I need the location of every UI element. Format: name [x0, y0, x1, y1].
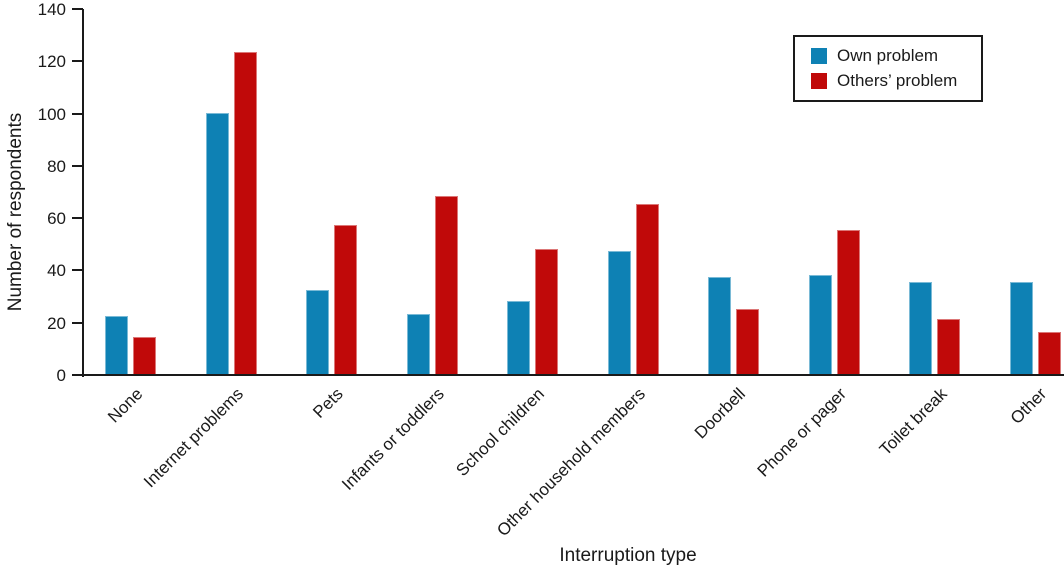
x-axis-line: [82, 374, 1064, 376]
bar-others: [736, 309, 759, 374]
legend-swatch-own-problem-icon: [811, 48, 827, 64]
bar-others: [234, 52, 257, 374]
y-axis-line: [82, 9, 84, 377]
x-category-label: Infants or toddlers: [338, 384, 448, 494]
bar-others: [334, 225, 357, 374]
y-tick-label: 100: [37, 104, 66, 124]
x-category-label: Internet problems: [139, 384, 247, 492]
x-category-label: Toilet break: [875, 384, 951, 460]
y-tick-label: 60: [47, 209, 66, 229]
y-tick-mark: [72, 112, 83, 115]
legend-item-others-problem: Others’ problem: [811, 72, 981, 90]
bar-others: [636, 204, 659, 374]
y-tick-label: 0: [56, 366, 66, 385]
y-tick-mark: [72, 374, 83, 376]
bar-own: [809, 275, 832, 374]
y-tick-label: 140: [37, 0, 66, 19]
bar-others: [535, 249, 558, 374]
bar-others: [435, 196, 458, 374]
legend-label-others-problem: Others’ problem: [837, 71, 958, 90]
bar-others: [1038, 332, 1061, 374]
bar-own: [1010, 282, 1033, 374]
bar-others: [937, 319, 960, 374]
y-tick-mark: [72, 269, 83, 272]
y-tick-mark: [72, 8, 83, 10]
x-category-label: School children: [452, 384, 549, 480]
bar-own: [909, 282, 932, 374]
legend: Own problem Others’ problem: [793, 35, 983, 102]
x-category-label: Pets: [309, 384, 348, 422]
y-tick-label: 40: [47, 261, 66, 281]
bar-own: [507, 301, 530, 374]
bar-others: [133, 337, 156, 374]
x-axis-title: Interruption type: [559, 545, 697, 566]
x-category-label: Doorbell: [691, 384, 750, 443]
x-category-label: Phone or pager: [753, 384, 850, 481]
y-tick-mark: [72, 60, 83, 63]
legend-label-own-problem: Own problem: [837, 46, 939, 65]
y-tick-label: 120: [37, 52, 66, 72]
y-tick-mark: [72, 217, 83, 220]
bar-own: [608, 251, 631, 374]
y-axis-title: Number of respondents: [5, 112, 26, 312]
x-category-label: None: [104, 384, 147, 427]
y-tick-label: 20: [47, 313, 66, 333]
x-category-label: Other: [1007, 384, 1051, 428]
bar-others: [837, 230, 860, 374]
bar-own: [206, 113, 229, 374]
bar-own: [708, 277, 731, 374]
y-tick-mark: [72, 321, 83, 324]
bar-own: [407, 314, 430, 374]
y-tick-mark: [72, 164, 83, 167]
bar-own: [105, 316, 128, 374]
bar-own: [306, 290, 329, 374]
legend-swatch-others-problem-icon: [811, 73, 827, 89]
y-tick-label: 80: [47, 156, 66, 176]
legend-item-own-problem: Own problem: [811, 47, 981, 65]
